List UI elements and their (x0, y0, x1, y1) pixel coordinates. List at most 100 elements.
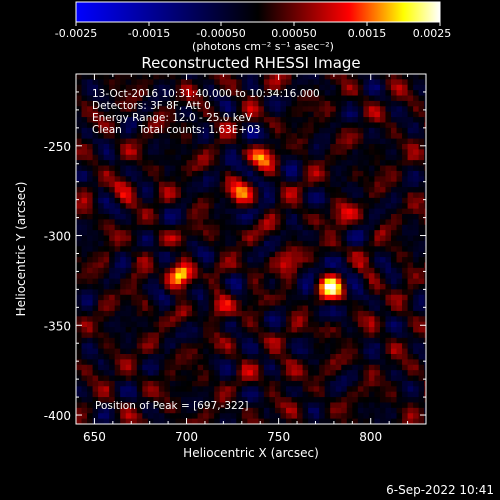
heatmap-cell (103, 337, 110, 344)
heatmap-cell (203, 111, 210, 118)
heatmap-cell (407, 391, 414, 398)
heatmap-cell (269, 197, 276, 204)
heatmap-cell (368, 413, 375, 420)
heatmap-cell (158, 187, 165, 193)
heatmap-cell (114, 391, 121, 398)
heatmap-cell (402, 203, 408, 210)
heatmap-cell (164, 354, 171, 360)
annotation-detectors: Detectors: 3F 8F, Att 0 (92, 100, 211, 112)
heatmap-cell (308, 337, 315, 344)
heatmap-cell (197, 332, 204, 339)
heatmap-cell (308, 106, 315, 113)
heatmap-cell (346, 74, 353, 80)
heatmap-cell (402, 305, 408, 312)
heatmap-cell (208, 138, 215, 145)
heatmap-cell (391, 246, 397, 253)
heatmap-cell (335, 332, 342, 339)
heatmap-cell (186, 117, 193, 123)
heatmap-cell (402, 127, 408, 134)
heatmap-cell (109, 424, 115, 430)
heatmap-cell (407, 117, 414, 123)
heatmap-cell (424, 375, 426, 382)
heatmap-cell (81, 170, 88, 177)
heatmap-cell (219, 100, 226, 107)
heatmap-cell (418, 230, 425, 236)
heatmap-cell (418, 165, 425, 172)
heatmap-cell (363, 386, 370, 393)
heatmap-cell (357, 230, 364, 236)
heatmap-cell (413, 397, 420, 403)
heatmap-cell (175, 106, 182, 113)
heatmap-cell (324, 170, 331, 177)
heatmap-cell (313, 246, 320, 253)
heatmap-cell (324, 359, 331, 366)
heatmap-cell (319, 267, 326, 274)
heatmap-cell (241, 170, 248, 177)
heatmap-cell (192, 407, 198, 414)
heatmap-cell (214, 246, 221, 253)
heatmap-cell (76, 160, 82, 166)
heatmap-cell (92, 219, 99, 226)
heatmap-cell (418, 170, 425, 177)
heatmap-cell (391, 337, 397, 344)
heatmap-cell (169, 380, 176, 387)
heatmap-cell (81, 332, 88, 339)
heatmap-cell (407, 127, 414, 134)
heatmap-cell (335, 380, 342, 387)
heatmap-cell (280, 300, 287, 306)
heatmap-cell (236, 343, 243, 350)
heatmap-cell (98, 343, 105, 350)
heatmap-cell (230, 219, 237, 226)
heatmap-cell (430, 225, 436, 231)
heatmap-cell (324, 203, 331, 210)
heatmap-cell (346, 348, 353, 355)
heatmap-cell (192, 133, 198, 140)
heatmap-cell (103, 224, 110, 231)
heatmap-cell (103, 127, 110, 134)
heatmap-cell (252, 79, 259, 86)
heatmap-cell (81, 74, 88, 80)
heatmap-cell (396, 262, 403, 269)
heatmap-cell (214, 90, 221, 96)
heatmap-cell (297, 144, 303, 150)
heatmap-cell (120, 133, 127, 140)
heatmap-cell (219, 160, 226, 166)
heatmap-cell (247, 165, 254, 172)
heatmap-cell (241, 413, 248, 420)
heatmap-cell (308, 321, 315, 328)
heatmap-cell (379, 278, 386, 285)
heatmap-cell (291, 364, 298, 371)
heatmap-cell (263, 354, 270, 360)
heatmap-cell (147, 267, 154, 274)
heatmap-cell (391, 90, 397, 96)
heatmap-cell (302, 294, 309, 301)
heatmap-cell (335, 262, 342, 269)
heatmap-cell (379, 74, 386, 80)
heatmap-cell (335, 230, 342, 236)
heatmap-cell (335, 187, 342, 193)
heatmap-cell (413, 354, 420, 360)
heatmap-cell (319, 348, 326, 355)
heatmap-cell (357, 289, 364, 296)
heatmap-cell (385, 219, 392, 226)
heatmap-cell (219, 321, 226, 328)
heatmap-cell (219, 289, 226, 296)
heatmap-cell (269, 407, 276, 414)
heatmap-cell (136, 251, 143, 258)
heatmap-cell (131, 187, 138, 193)
heatmap-cell (357, 235, 364, 242)
heatmap-cell (236, 294, 243, 301)
heatmap-cell (286, 375, 292, 382)
heatmap-cell (379, 332, 386, 339)
heatmap-cell (402, 386, 408, 393)
heatmap-cell (236, 181, 243, 188)
heatmap-cell (379, 235, 386, 242)
y-tick-label: -300 (44, 230, 71, 244)
heatmap-cell (241, 300, 248, 306)
heatmap-cell (313, 122, 320, 129)
heatmap-cell (203, 359, 210, 366)
heatmap-cell (241, 278, 248, 285)
heatmap-cell (109, 240, 116, 247)
heatmap-cell (92, 273, 99, 280)
heatmap-cell (164, 397, 171, 403)
